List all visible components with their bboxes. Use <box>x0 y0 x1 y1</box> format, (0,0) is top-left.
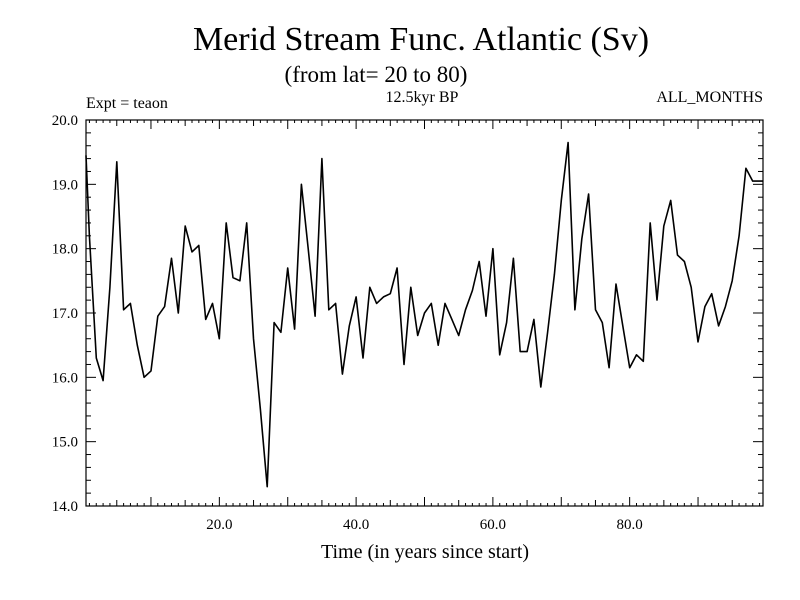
y-tick-label: 17.0 <box>52 306 78 322</box>
annotation-months: ALL_MONTHS <box>656 89 763 106</box>
y-tick-label: 15.0 <box>52 435 78 451</box>
y-tick-label: 16.0 <box>52 370 78 386</box>
y-tick-label: 18.0 <box>52 242 78 258</box>
x-tick-label: 80.0 <box>617 517 643 533</box>
x-tick-label: 20.0 <box>206 517 232 533</box>
y-tick-label: 20.0 <box>52 113 78 129</box>
x-axis: 20.0 40.0 60.0 80.0 <box>88 120 761 533</box>
annotation-period: 12.5kyr BP <box>386 89 459 106</box>
chart-title: Merid Stream Func. Atlantic (Sv) <box>193 21 649 58</box>
chart-subtitle: (from lat= 20 to 80) <box>285 62 468 87</box>
annotation-experiment: Expt = teaon <box>86 95 168 112</box>
plot-frame <box>85 119 764 507</box>
y-axis: 14.0 15.0 16.0 17.0 18.0 19.0 20.0 <box>52 113 763 515</box>
x-tick-label: 40.0 <box>343 517 369 533</box>
y-tick-label: 19.0 <box>52 177 78 193</box>
x-axis-label: Time (in years since start) <box>321 541 529 563</box>
x-tick-label: 60.0 <box>480 517 506 533</box>
series-line <box>85 141 763 488</box>
y-tick-label: 14.0 <box>52 499 78 515</box>
